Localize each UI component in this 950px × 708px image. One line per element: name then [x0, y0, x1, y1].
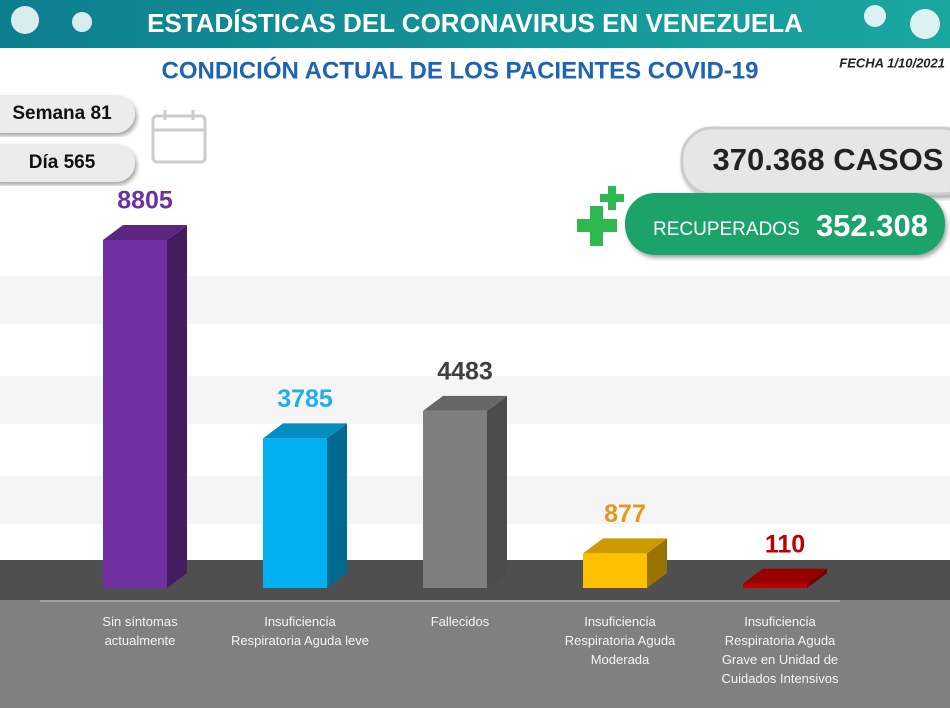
calendar-icon [151, 110, 207, 164]
category-label: Fallecidos [430, 614, 490, 629]
category-label: Insuficiencia Respiratoria Aguda leve [230, 614, 370, 648]
category-label: Insuficiencia Respiratoria Aguda Moderad… [564, 614, 676, 667]
value-label: 8805 [117, 187, 173, 215]
day-pill [0, 144, 135, 182]
plus-icons [577, 186, 624, 246]
value-label: 4483 [437, 357, 493, 385]
date: FECHA 1/10/2021 [839, 55, 945, 70]
virus-icons [11, 5, 940, 39]
recovered-value: 352.308 [816, 208, 928, 243]
bar-top [103, 225, 187, 240]
bar-side [487, 395, 507, 588]
recovered-label: RECUPERADOS [653, 219, 800, 240]
bar [423, 410, 487, 588]
bar-side [647, 538, 667, 588]
bar-side [167, 225, 187, 588]
total-cases: 370.368 CASOS [713, 142, 944, 177]
day: Día 565 [29, 152, 96, 173]
bar-side [807, 568, 827, 588]
bar [583, 553, 647, 588]
bar [263, 438, 327, 588]
category-label: Insuficiencia Respiratoria Aguda Grave e… [721, 614, 839, 686]
bar-top [423, 395, 507, 411]
subtitle: CONDICIÓN ACTUAL DE LOS PACIENTES COVID-… [162, 56, 759, 84]
title: ESTADÍSTICAS DEL CORONAVIRUS EN VENEZUEL… [147, 8, 803, 38]
label-area [0, 600, 950, 708]
bar [103, 240, 167, 588]
week: Semana 81 [12, 103, 112, 124]
bar-top [263, 423, 347, 439]
banner [0, 0, 950, 48]
bar [743, 583, 807, 588]
bar-top [743, 568, 827, 584]
recovered-pill [625, 193, 945, 255]
value-label: 3785 [277, 385, 333, 413]
value-label: 877 [604, 500, 646, 528]
bar-side [327, 423, 347, 588]
bar-top [583, 538, 667, 554]
week-pill [0, 95, 135, 133]
value-label: 110 [765, 530, 805, 558]
category-label: Sin síntomas actualmente [102, 614, 178, 648]
